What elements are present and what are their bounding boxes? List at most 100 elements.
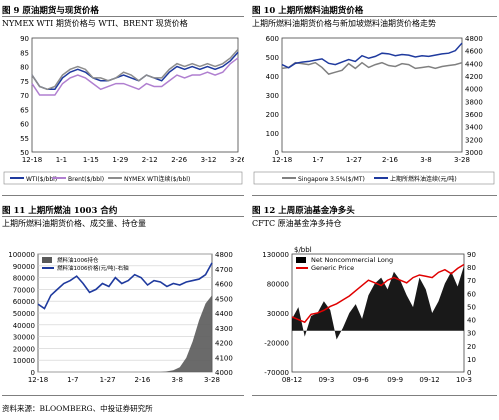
figure-12-rule	[252, 216, 497, 217]
y-tick-label-left: 100	[266, 130, 279, 138]
legend-swatch	[42, 257, 52, 263]
y-tick-label-left: 90000	[13, 263, 35, 271]
y-tick-label-right: 70	[467, 277, 476, 285]
y-tick-label-left: 65	[20, 106, 29, 114]
x-tick-label: 3-26	[230, 156, 244, 164]
figure-12-title: 图 12 上周原油基金净多头	[252, 206, 355, 216]
y-tick-label-right: 4800	[215, 251, 233, 259]
y-tick-label-right: 80	[467, 264, 476, 272]
x-tick-label: 1-27	[346, 156, 362, 164]
x-tick-label: 3-28	[454, 156, 470, 164]
y-tick-label-right: 3200	[465, 136, 483, 144]
y-tick-label-right: 3400	[465, 124, 483, 132]
x-tick-label: 1-1	[56, 156, 67, 164]
y-tick-label-left: 80000	[267, 281, 289, 289]
y-tick-label-right: 4400	[465, 60, 483, 68]
figure-10-bottom-rule	[252, 195, 497, 196]
legend-swatch	[296, 257, 306, 263]
y-tick-label-right: 4200	[215, 340, 233, 348]
figure-11-chart: 0 10000 20000 30000 40000 50000 60000 70000 8000…	[8, 251, 233, 384]
plot-frame	[31, 37, 239, 153]
y-tick-label-right: 10	[467, 356, 476, 364]
figure-12-chart: -70000 -20000 30000 80000 130000 0 10 20 30 40 50 6…	[262, 246, 476, 384]
x-tick-label: 3-28	[204, 376, 220, 384]
y-tick-label-left: 70	[20, 92, 29, 100]
x-tick-label: 12-18	[22, 156, 42, 164]
x-tick-label: 09-3	[318, 376, 334, 384]
y-tick-label-left: 75	[20, 78, 29, 86]
figure-10-chart: 0 100 200 300 400 500 600 3000 3200 3400 3600 3800 4…	[253, 35, 495, 185]
y-tick-label-left: 30000	[267, 310, 289, 318]
x-tick-label: 1-7	[312, 156, 323, 164]
legend-box	[3, 171, 243, 185]
figure-9-bottom-rule	[2, 195, 244, 196]
y-tick-label-right: 20	[467, 343, 476, 351]
legend-label: Generic Price	[311, 264, 354, 272]
legend-label: Brent($/bbl)	[68, 176, 104, 183]
y-tick-label-right: 4000	[215, 369, 233, 377]
y-tick-label-right: 4600	[465, 48, 483, 56]
figure-12-subtitle: CFTC 原油基金净多持仓	[252, 219, 342, 228]
y-tick-label-right: 4100	[215, 354, 233, 362]
legend-label: 燃料油1006持仓	[57, 256, 99, 264]
y-tick-label-left: 40000	[13, 322, 35, 330]
y-tick-label-left: -70000	[264, 369, 289, 377]
x-tick-label: 1-7	[67, 376, 78, 384]
figure-11-subtitle: 上期所燃料油期货价格、成交量、持仓量	[2, 219, 146, 228]
figure-9-subtitle: NYMEX WTI 期货价格与 WTI、BRENT 现货价格	[2, 19, 188, 28]
y-tick-label-right: 4500	[215, 295, 233, 303]
figure-9-panel: 图 9 原油期货与现货价格 NYMEX WTI 期货价格与 WTI、BRENT …	[2, 4, 244, 196]
figure-10-panel: 图 10 上期所燃料油期货价格 上期所燃料油期货价格与新加坡燃料油期货价格走势 …	[252, 4, 497, 196]
legend-label: 上期所燃料油连续(元/吨)	[390, 175, 457, 183]
y-tick-label-left: 50	[20, 149, 29, 157]
x-tick-label: 08-12	[282, 376, 302, 384]
x-tick-label: 2-12	[142, 156, 158, 164]
y-tick-label-left: 0	[275, 149, 279, 157]
source-footer: 资料来源：BLOOMBERG、中投证券研究所	[2, 404, 153, 413]
figure-9-rule	[2, 16, 244, 17]
y-tick-label-right: 3000	[465, 149, 483, 157]
y-tick-label-left: 20000	[13, 345, 35, 353]
legend-box	[253, 171, 495, 185]
y-tick-label-left: 30000	[13, 334, 35, 342]
x-tick-label: 1-29	[112, 156, 128, 164]
series-line-Singapore 3.5%($/MT)	[281, 61, 463, 75]
figure-12-bottom-rule	[252, 395, 497, 396]
x-tick-label: 2-26	[171, 156, 187, 164]
legend-label: Net Noncommercial Long	[311, 256, 393, 264]
y-tick-label-left: 100000	[8, 251, 35, 259]
y-tick-label-left: 55	[20, 135, 29, 143]
series-line-Generic Price	[291, 263, 465, 324]
figure-10-subtitle: 上期所燃料油期货价格与新加坡燃料油期货价格走势	[252, 19, 436, 28]
y-tick-label-left: 600	[266, 35, 279, 43]
x-tick-label: 09-12	[419, 376, 439, 384]
y-tick-label-right: 60	[467, 290, 476, 298]
y-tick-label-right: 0	[467, 369, 471, 377]
y-axis-label: $/bbl	[294, 246, 312, 254]
y-tick-label-left: -20000	[264, 340, 289, 348]
legend-label: Singapore 3.5%($/MT)	[298, 176, 365, 183]
y-tick-label-right: 4200	[465, 73, 483, 81]
y-tick-label-left: 500	[266, 54, 279, 62]
x-tick-label: 1-15	[83, 156, 99, 164]
y-tick-label-left: 10000	[13, 357, 35, 365]
figure-10-rule	[252, 16, 497, 17]
y-tick-label-left: 80	[20, 64, 29, 72]
x-tick-label: 3-12	[201, 156, 217, 164]
figure-11-title: 图 11 上期所燃油 1003 合约	[2, 206, 118, 216]
x-tick-label: 09-9	[387, 376, 403, 384]
x-tick-label: 10-3	[456, 376, 472, 384]
y-tick-label-left: 50000	[13, 310, 35, 318]
legend-label: 燃料油1006价格(元/吨)-右轴	[57, 264, 129, 272]
y-tick-label-right: 3600	[465, 111, 483, 119]
y-tick-label-left: 130000	[262, 251, 289, 259]
x-tick-label: 1-27	[100, 376, 116, 384]
x-tick-label: 12-18	[272, 156, 292, 164]
x-tick-label: 12-18	[28, 376, 48, 384]
figure-11-rule	[2, 216, 244, 217]
y-tick-label-left: 70000	[13, 286, 35, 294]
series-line-上期所燃料油连续(元/吨)	[281, 42, 463, 69]
y-tick-label-left: 300	[266, 92, 279, 100]
y-tick-label-right: 40	[467, 317, 476, 325]
